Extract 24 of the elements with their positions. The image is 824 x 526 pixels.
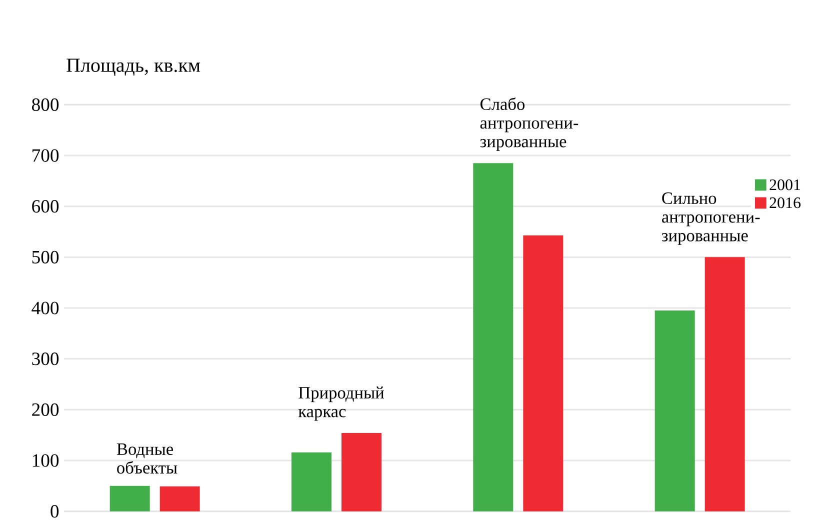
bar bbox=[292, 452, 332, 512]
bar bbox=[160, 486, 200, 512]
y-tick-label: 800 bbox=[32, 98, 59, 111]
y-tick-label: 0 bbox=[50, 505, 59, 518]
y-axis-title: Площадь, кв.км bbox=[66, 58, 200, 76]
y-tick-label: 100 bbox=[32, 454, 59, 467]
y-tick-label: 200 bbox=[32, 403, 59, 416]
legend-label: 2001 bbox=[770, 179, 800, 190]
x-tick-label: Сильно антропогени-зированные bbox=[662, 192, 760, 245]
bar bbox=[523, 235, 564, 512]
bar bbox=[704, 257, 745, 512]
bar bbox=[110, 486, 150, 512]
x-tick-label: Слабо антропогени-зированные bbox=[480, 97, 578, 151]
y-tick-label: 500 bbox=[32, 250, 59, 264]
y-tick-label: 300 bbox=[32, 352, 59, 366]
legend-label: 2016 bbox=[770, 197, 801, 208]
y-tick-label: 400 bbox=[32, 302, 59, 314]
x-tick-label: Природный каркас bbox=[298, 386, 384, 421]
x-tick-label: Водные объекты bbox=[116, 443, 178, 474]
bar bbox=[342, 433, 382, 512]
y-tick-label: 600 bbox=[32, 200, 59, 213]
bar bbox=[473, 163, 514, 512]
y-tick-label: 700 bbox=[32, 149, 59, 162]
bar bbox=[654, 310, 695, 512]
